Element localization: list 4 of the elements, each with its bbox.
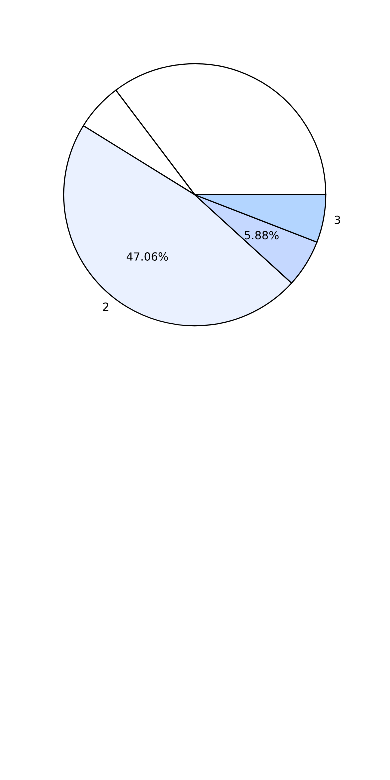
slice-label: 3 <box>334 216 340 224</box>
data-label: 47.06% <box>126 252 168 261</box>
data-label: 5.88% <box>245 231 279 240</box>
slice-label: 2 <box>103 302 109 311</box>
